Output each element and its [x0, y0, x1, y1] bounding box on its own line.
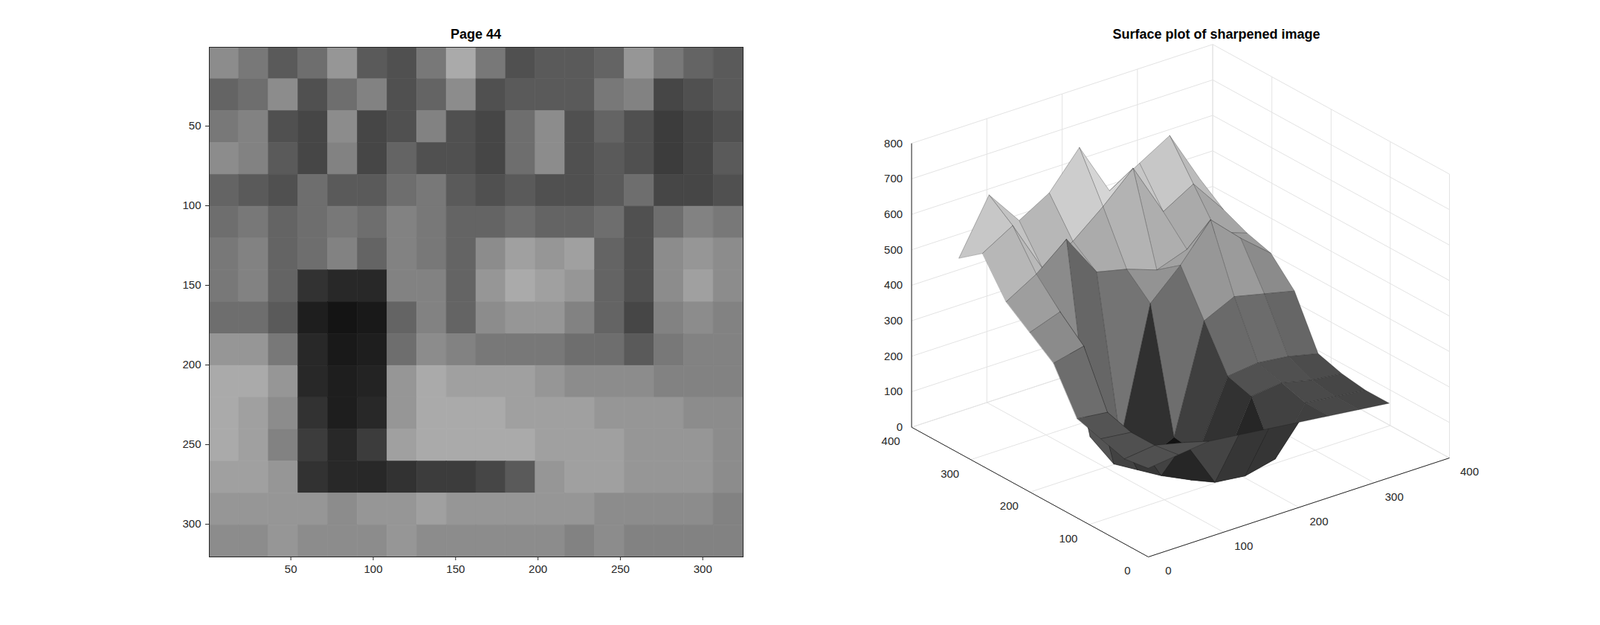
svg-text:400: 400 — [881, 434, 901, 447]
svg-text:150: 150 — [446, 562, 465, 575]
svg-text:50: 50 — [284, 562, 298, 575]
html-text:Page 44: Page 44 — [450, 26, 502, 42]
svg-text:300: 300 — [693, 562, 713, 575]
svg-text:600: 600 — [884, 207, 903, 221]
svg-text:100: 100 — [363, 562, 383, 575]
svg-text:300: 300 — [182, 516, 201, 530]
svg-text:300: 300 — [940, 466, 960, 480]
svg-text:200: 200 — [528, 562, 548, 575]
svg-text:200: 200 — [182, 357, 201, 371]
svg-text:200: 200 — [884, 349, 903, 363]
svg-text:0: 0 — [896, 420, 903, 433]
svg-text:700: 700 — [884, 171, 903, 185]
svg-text:100: 100 — [182, 198, 201, 212]
svg-text:500: 500 — [884, 243, 903, 256]
svg-text:50: 50 — [188, 118, 202, 132]
svg-text:200: 200 — [1000, 498, 1019, 512]
svg-text:100: 100 — [1234, 539, 1253, 552]
svg-text:250: 250 — [182, 437, 201, 450]
svg-text:250: 250 — [611, 562, 630, 575]
svg-text:0: 0 — [1165, 563, 1172, 577]
svg-text:200: 200 — [1309, 514, 1328, 528]
svg-text:100: 100 — [884, 384, 903, 398]
svg-text:400: 400 — [884, 278, 903, 291]
svg-text:100: 100 — [1058, 531, 1078, 545]
svg-text:150: 150 — [182, 278, 201, 291]
svg-text:300: 300 — [1385, 489, 1404, 503]
svg-text:0: 0 — [1124, 563, 1131, 577]
svg-text:400: 400 — [1460, 464, 1479, 478]
svg-text:800: 800 — [884, 136, 903, 150]
html-text:Surface plot of sharpened imag: Surface plot of sharpened image — [1112, 26, 1321, 42]
svg-text:300: 300 — [884, 313, 903, 327]
